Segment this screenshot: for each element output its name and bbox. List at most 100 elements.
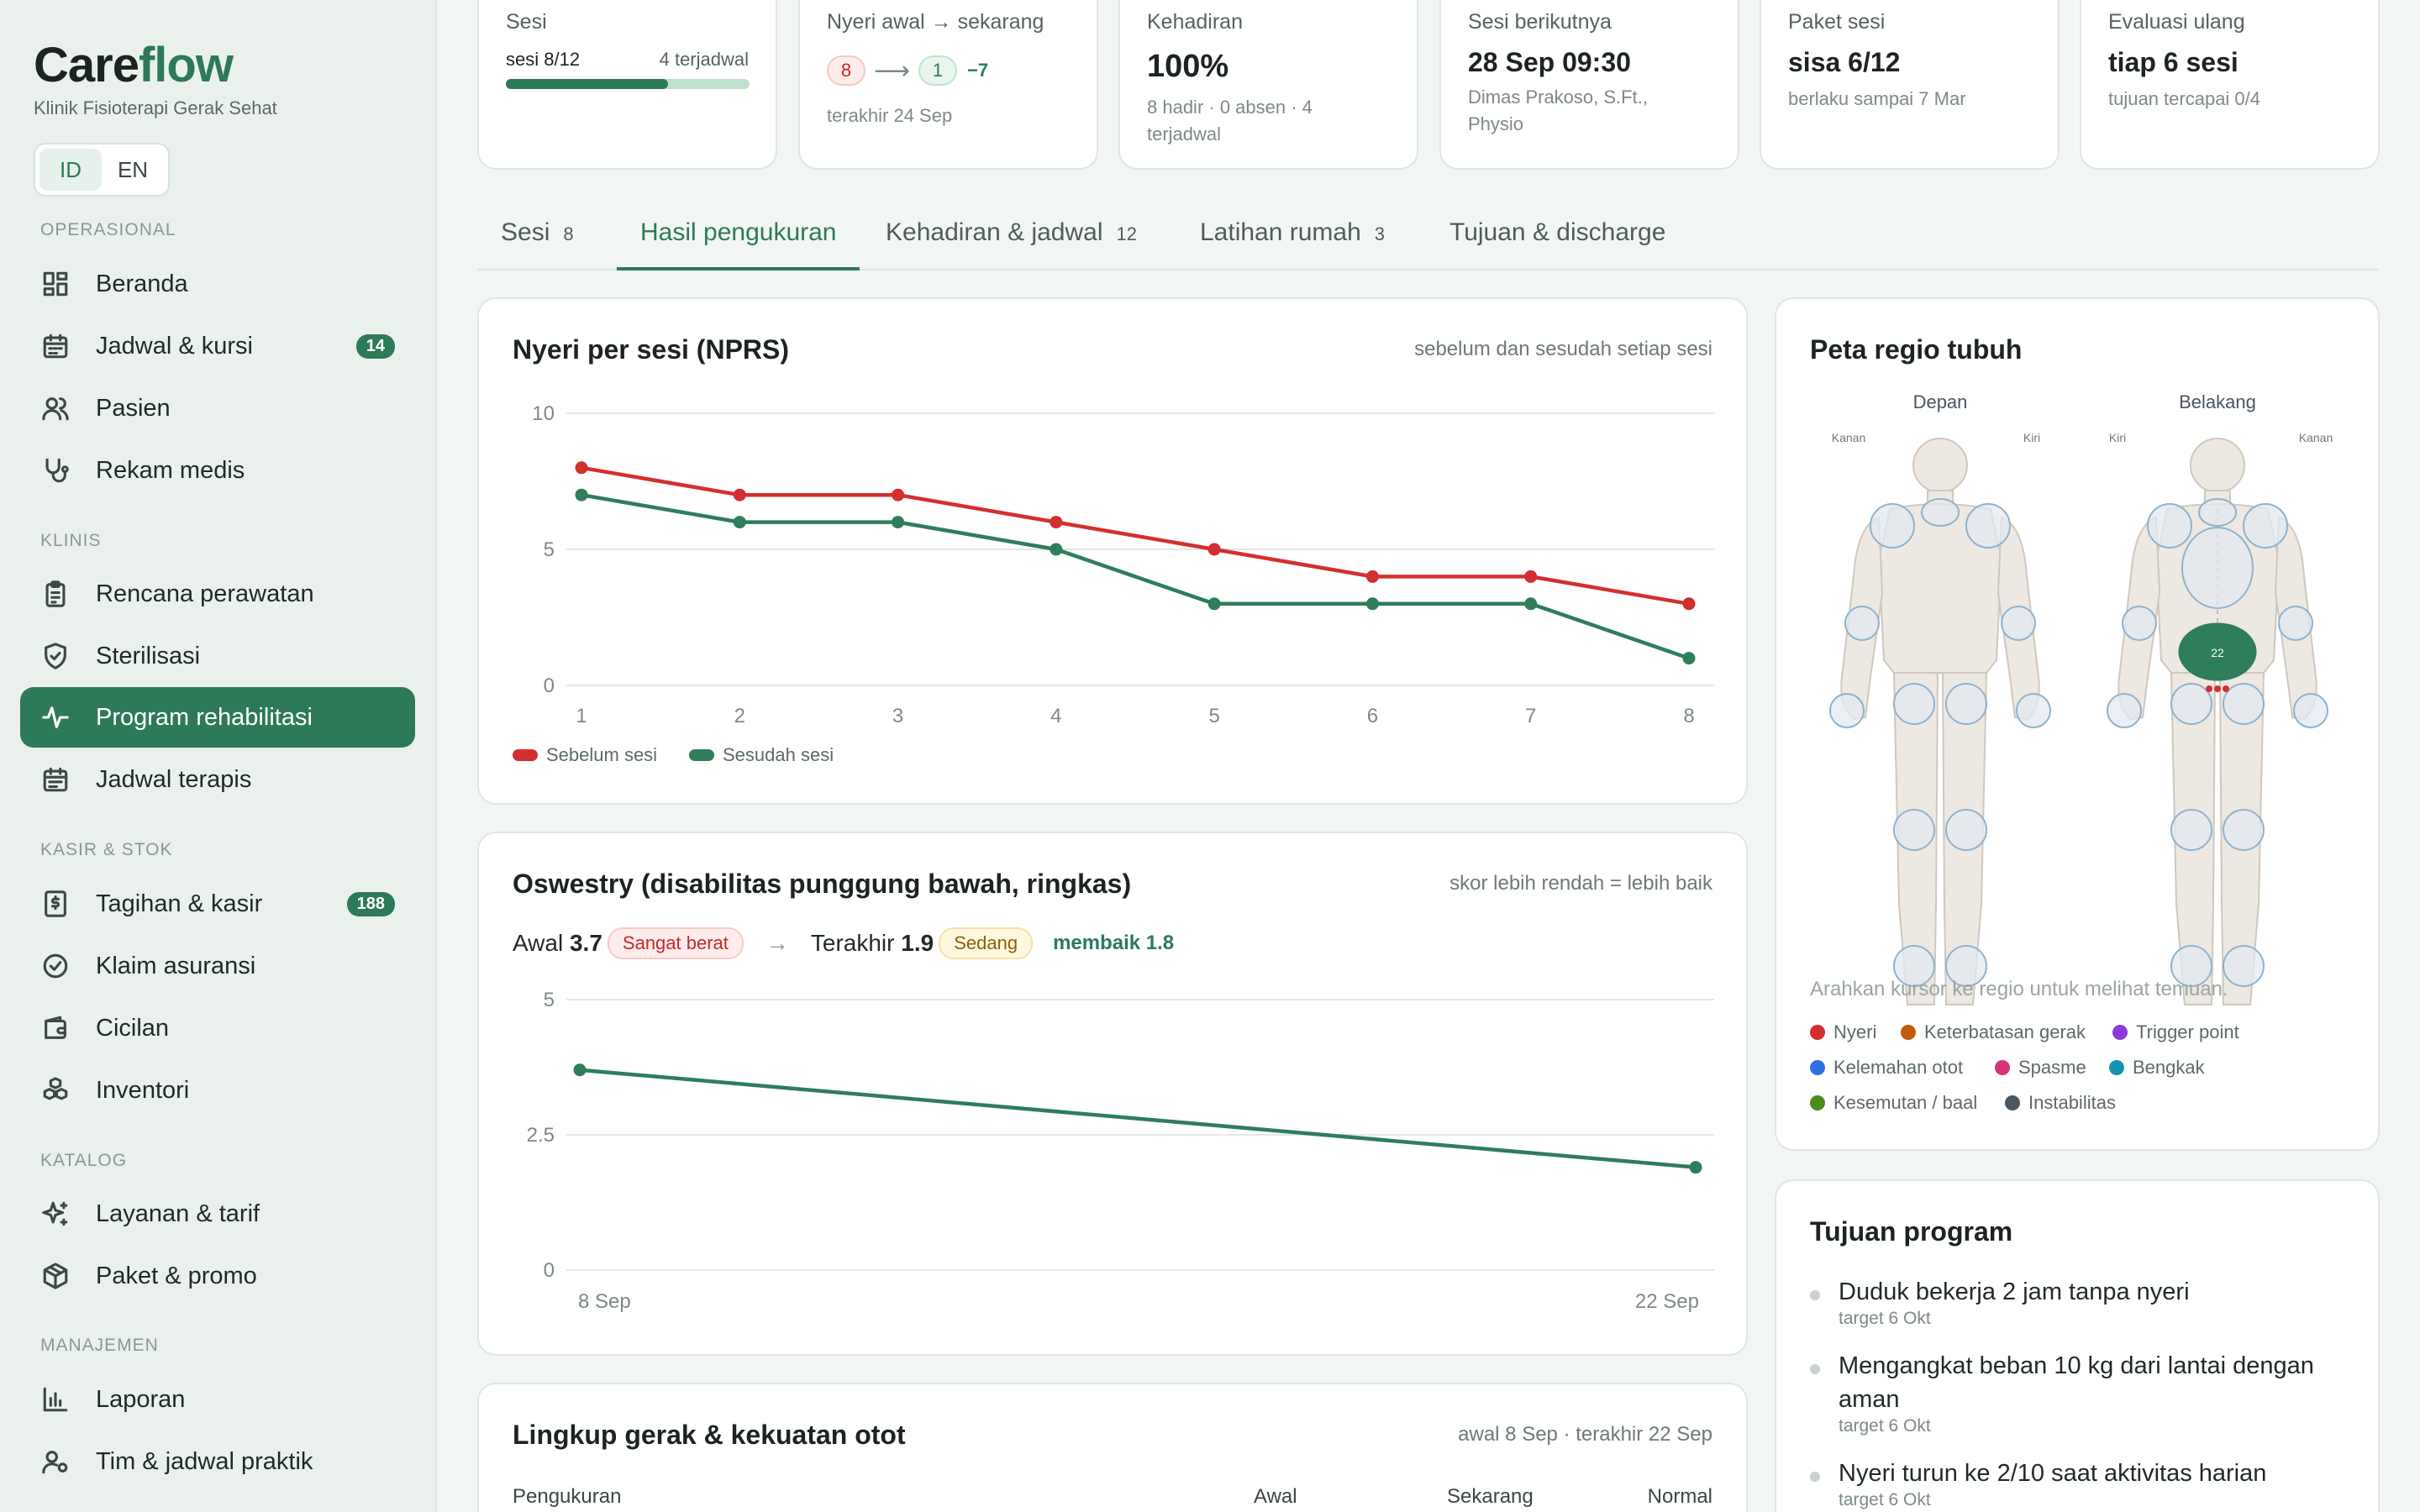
lang-en-button[interactable]: EN: [117, 156, 149, 182]
data-point: [892, 516, 905, 529]
legend-kelemahan-otot: Kelemahan otot: [1810, 1057, 1963, 1079]
sidebar-item-pasien[interactable]: Pasien: [20, 378, 415, 438]
legend-trigger-point: Trigger point: [2112, 1021, 2239, 1043]
data-point: [1207, 543, 1221, 556]
section-manajemen: MANAJEMEN: [40, 1336, 159, 1355]
stat-card-sesi: Sesi sesi 8/12 4 terjadwal: [477, 0, 777, 170]
sidebar-item-label: Inventori: [96, 1076, 190, 1104]
legend-dot: [2109, 1060, 2124, 1075]
awal-value: 3.7: [569, 930, 602, 956]
x-tick-label: 6: [1367, 705, 1378, 727]
sidebar-item-tim[interactable]: Tim & jadwal praktik: [20, 1431, 415, 1492]
col-header-now: Sekarang: [1447, 1485, 1534, 1508]
tab-kehadiran-jadwal[interactable]: Kehadiran & jadwal 12: [886, 218, 1137, 246]
data-point: [892, 488, 905, 501]
app-logo[interactable]: Careflow: [34, 38, 234, 92]
legend-spasme: Spasme: [1995, 1057, 2086, 1079]
section-katalog: KATALOG: [40, 1151, 128, 1170]
sidebar-item-label: Rekam medis: [96, 456, 245, 484]
sidebar-item-sterilisasi[interactable]: Sterilisasi: [20, 626, 415, 686]
shield-check-icon: [40, 641, 71, 671]
sidebar-item-rehabilitasi[interactable]: Program rehabilitasi: [20, 687, 415, 748]
x-tick-label: 1: [576, 705, 587, 727]
goal-target: target 6 Okt: [1839, 1309, 1931, 1328]
stat-label: Sesi: [506, 10, 547, 34]
sidebar-item-label: Laporan: [96, 1385, 186, 1413]
y-tick-label: 5: [544, 989, 555, 1011]
data-point: [1689, 1161, 1702, 1174]
wallet-icon: [40, 1013, 71, 1043]
stethoscope-icon: [40, 455, 71, 486]
goal-item[interactable]: Duduk bekerja 2 jam tanpa nyeri target 6…: [1810, 1275, 2348, 1329]
sidebar-item-rencana[interactable]: Rencana perawatan: [20, 564, 415, 624]
lang-id-button[interactable]: ID: [39, 149, 102, 191]
y-tick-label: 0: [544, 1259, 555, 1282]
legend-dot: [1810, 1060, 1825, 1075]
stat-sub: terakhir 24 Sep: [827, 105, 953, 126]
panel-title: Nyeri per sesi (NPRS): [513, 334, 790, 365]
oswestry-chart: 0 2.5 5 8 Sep 22 Sep: [527, 989, 1714, 1313]
data-point: [1365, 597, 1379, 611]
sidebar-item-beranda[interactable]: Beranda: [20, 254, 415, 314]
activity-icon: [40, 702, 71, 732]
tab-bar: Sesi 8 Hasil pengukuran Kehadiran & jadwa…: [477, 202, 2378, 270]
tab-sesi[interactable]: Sesi 8: [501, 218, 574, 246]
data-point: [575, 461, 588, 475]
panel-title: Oswestry (disabilitas punggung bawah, ri…: [513, 869, 1132, 899]
sidebar-item-layanan[interactable]: Layanan & tarif: [20, 1184, 415, 1244]
sidebar-item-laporan[interactable]: Laporan: [20, 1369, 415, 1430]
region-marker-label: 22: [2211, 646, 2224, 659]
sidebar-item-paket[interactable]: Paket & promo: [20, 1246, 415, 1306]
nprs-chart: 0 5 10 1 2 3 4 5 6 7 8: [532, 402, 1714, 727]
back-label: Belakang: [2179, 391, 2256, 412]
tab-latihan-rumah[interactable]: Latihan rumah 3: [1200, 218, 1386, 246]
section-kasir: KASIR & STOK: [40, 840, 173, 859]
data-point: [1682, 597, 1696, 611]
body-front-regions[interactable]: [1829, 498, 2051, 987]
data-point: [575, 488, 588, 501]
language-switch: ID EN: [34, 143, 170, 197]
sidebar-item-klaim[interactable]: Klaim asuransi: [20, 936, 415, 996]
goal-status-dot: [1810, 1364, 1820, 1374]
stat-card-next-session[interactable]: Sesi berikutnya 28 Sep 09:30 Dimas Prako…: [1439, 0, 1739, 170]
severity-badge: Sedang: [939, 927, 1034, 959]
sidebar-item-cicilan[interactable]: Cicilan: [20, 998, 415, 1058]
sidebar-item-jadwal[interactable]: Jadwal & kursi 14: [20, 316, 415, 376]
sidebar-item-jadwal-terapis[interactable]: Jadwal terapis: [20, 749, 415, 810]
sidebar-item-rekam-medis[interactable]: Rekam medis: [20, 440, 415, 501]
goal-item[interactable]: Nyeri turun ke 2/10 saat aktivitas haria…: [1810, 1457, 2348, 1510]
panel-title: Lingkup gerak & kekuatan otot: [513, 1420, 906, 1450]
legend-dot: [2005, 1095, 2020, 1110]
y-tick-label: 2.5: [527, 1124, 555, 1147]
goal-item[interactable]: Mengangkat beban 10 kg dari lantai denga…: [1810, 1349, 2348, 1436]
goal-target: target 6 Okt: [1839, 1490, 1931, 1509]
legend-swatch: [513, 749, 538, 761]
body-back-regions[interactable]: [2107, 498, 2328, 987]
data-point: [1050, 543, 1063, 556]
data-point: [573, 1063, 587, 1077]
x-tick-label: 2: [734, 705, 745, 727]
sidebar-item-tagihan[interactable]: Tagihan & kasir 188: [20, 874, 415, 934]
goal-text: Nyeri turun ke 2/10 saat aktivitas haria…: [1839, 1460, 2267, 1487]
sidebar-item-label: Paket & promo: [96, 1262, 257, 1289]
sidebar-item-label: Klaim asuransi: [96, 952, 256, 979]
arrow-icon: ⟶: [874, 56, 911, 85]
sidebar-item-label: Jadwal terapis: [96, 765, 252, 793]
x-tick-label: 8 Sep: [578, 1290, 631, 1313]
data-point: [1524, 570, 1538, 583]
sidebar-item-label: Pasien: [96, 394, 171, 422]
stat-value: 28 Sep 09:30: [1468, 47, 1631, 77]
improvement-text: membaik 1.8: [1053, 932, 1175, 954]
sidebar-item-inventori[interactable]: Inventori: [20, 1060, 415, 1121]
col-header-normal: Normal: [1647, 1485, 1712, 1508]
stat-sub: tujuan tercapai 0/4: [2108, 88, 2261, 109]
goal-status-dot: [1810, 1290, 1820, 1300]
panel-note: awal 8 Sep · terakhir 22 Sep: [1458, 1423, 1712, 1446]
stat-value: 100%: [1147, 49, 1229, 84]
tab-hasil-pengukuran[interactable]: Hasil pengukuran: [617, 218, 860, 270]
clipboard-icon: [40, 579, 71, 609]
lower-back-region-marker[interactable]: [2178, 622, 2257, 681]
stat-card-kehadiran: Kehadiran 100% 8 hadir · 0 absen · 4 ter…: [1118, 0, 1418, 170]
data-point: [733, 516, 746, 529]
tab-tujuan-discharge[interactable]: Tujuan & discharge: [1449, 218, 1666, 246]
